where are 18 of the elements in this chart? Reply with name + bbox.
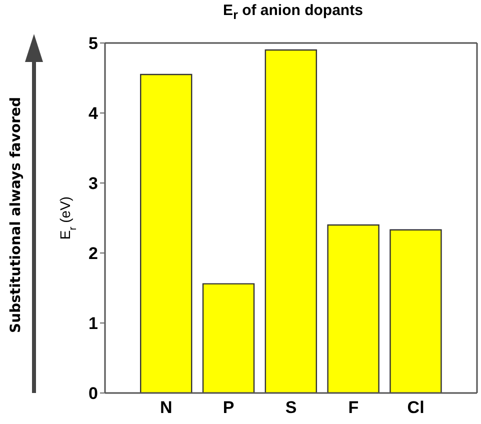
- y-tick-label: 4: [88, 104, 99, 124]
- bar: [327, 224, 380, 393]
- bar: [264, 49, 318, 393]
- bar: [202, 283, 255, 393]
- x-tick-label: P: [222, 398, 234, 418]
- x-tick-label: S: [285, 398, 297, 418]
- text: Substitutional always favored: [8, 97, 24, 333]
- x-tick-label: Cl: [407, 398, 424, 418]
- bar: [140, 74, 192, 393]
- y-tick-label: 3: [88, 174, 98, 194]
- y-tick-label: 5: [88, 34, 98, 54]
- bar: [390, 229, 442, 393]
- y-tick-label: 0: [88, 384, 98, 404]
- chart-title: E$_{r}$ of anion dopants: [222, 2, 364, 22]
- y-tick-label: 1: [88, 314, 98, 334]
- x-tick-label: N: [160, 398, 172, 418]
- y-tick-label: 2: [88, 244, 98, 264]
- x-tick-label: F: [348, 398, 359, 418]
